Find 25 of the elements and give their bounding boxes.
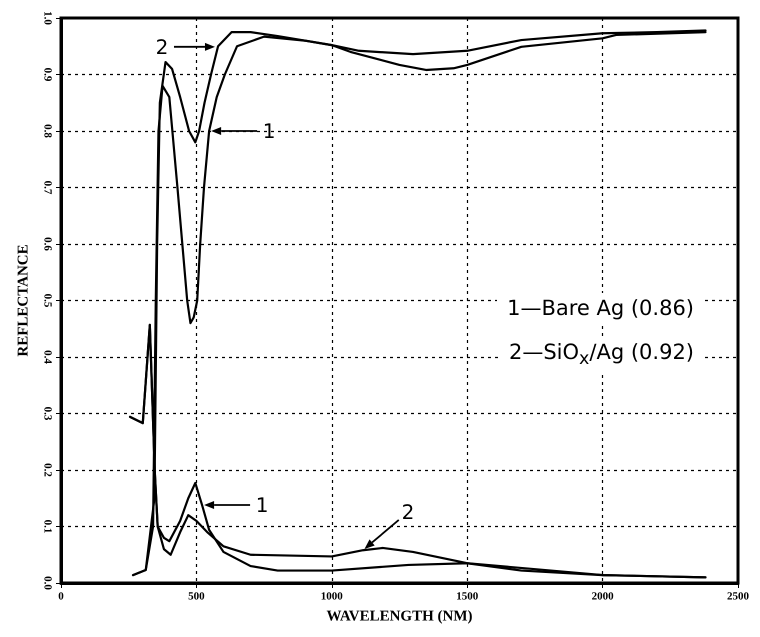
x-tick-label: 1000 <box>320 590 344 602</box>
y-tick-label: 0.0 <box>42 576 54 590</box>
x-tick-label: 2500 <box>727 590 750 602</box>
y-tick-label: 0.7 <box>42 180 54 195</box>
annotation: 1 <box>256 493 268 518</box>
y-tick-label: 0.4 <box>42 350 54 364</box>
y-tick-label: 0.2 <box>42 463 54 478</box>
y-tick-label: 0.3 <box>42 406 54 421</box>
x-tick-label: 0 <box>58 590 64 602</box>
annotation: 2 <box>402 500 414 524</box>
y-axis-title: REFLECTANCE <box>16 244 32 357</box>
y-tick-label: 0.1 <box>42 520 54 534</box>
x-tick-label: 2000 <box>592 590 614 602</box>
x-axis-title: WAVELENGTH (NM) <box>326 608 472 624</box>
y-tick-label: 0.6 <box>42 237 54 252</box>
y-tick-label: 0.5 <box>42 294 54 308</box>
y-tick-label: 0.9 <box>42 68 54 82</box>
annotation: 2—SiO$_{x}$/Ag (0.92) <box>498 337 704 374</box>
annotation: 2 <box>156 34 168 59</box>
y-tick-label: 0.8 <box>42 124 54 138</box>
y-tick-label: 1.0 <box>42 11 54 26</box>
annotation: 1 <box>262 119 276 143</box>
annotation: 1—Bare Ag (0.86) <box>497 293 704 323</box>
x-tick-label: 500 <box>188 590 206 602</box>
x-tick-label: 1500 <box>456 590 479 602</box>
